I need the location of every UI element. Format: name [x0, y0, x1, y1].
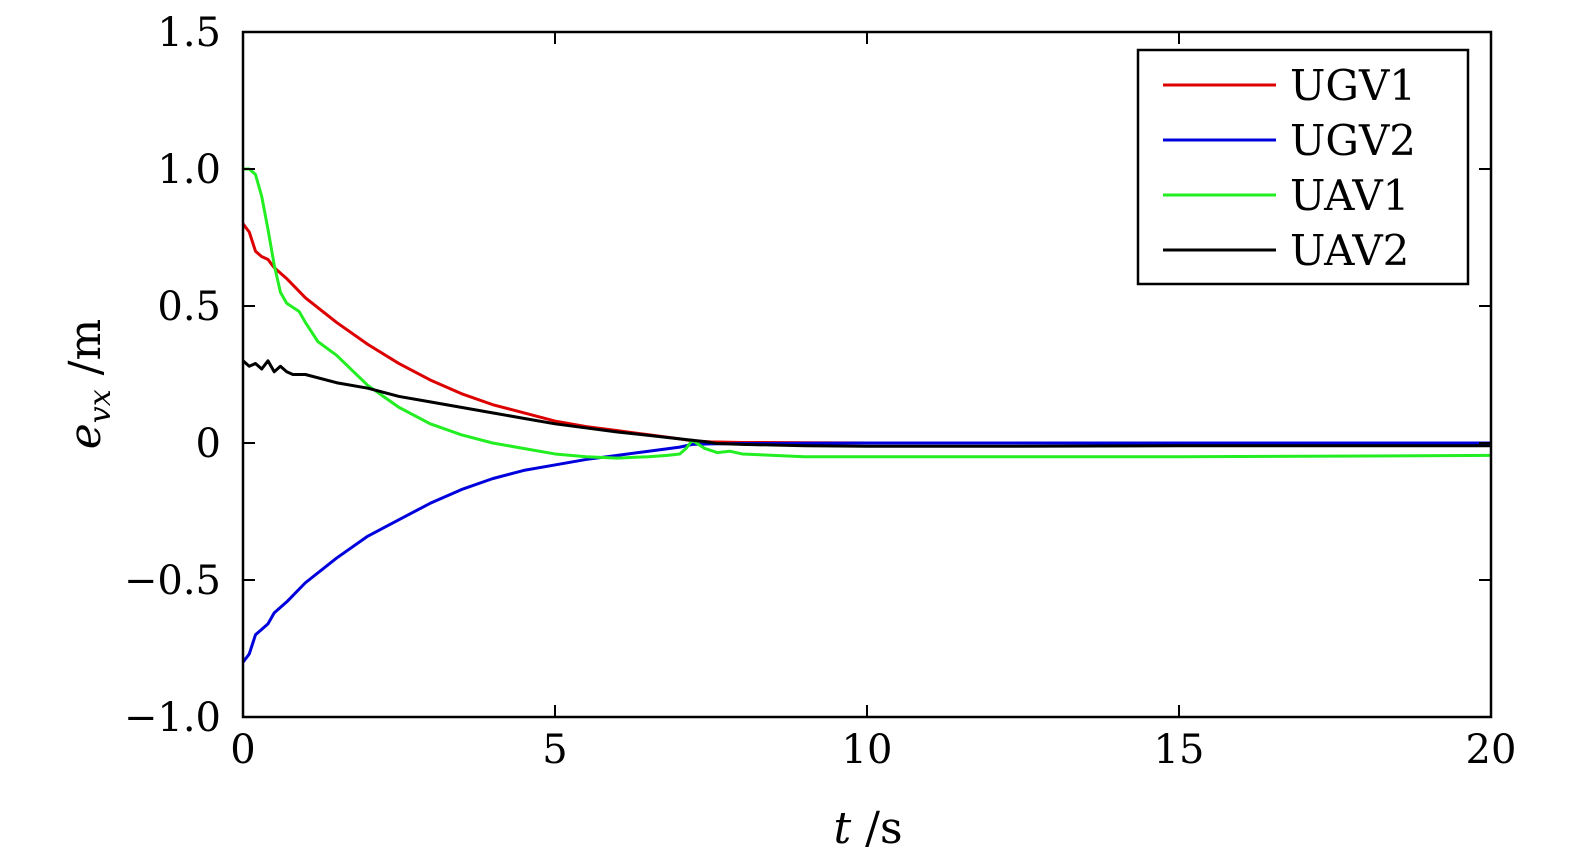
legend-label-ugv1: UGV1	[1290, 61, 1416, 110]
x-tick-label: 20	[1466, 727, 1517, 773]
x-tick-label: 0	[230, 727, 255, 773]
x-axis-label: t /s	[833, 803, 902, 854]
y-tick-label: 1.0	[157, 147, 221, 193]
x-tick-label: 10	[842, 727, 893, 773]
ticks-layer	[242, 31, 1492, 718]
legend-items: UGV1 UGV2 UAV1 UAV2	[1163, 61, 1416, 275]
x-tick-label: 15	[1154, 727, 1205, 773]
legend-label-ugv2: UGV2	[1290, 116, 1416, 165]
y-tick-label: 0.5	[157, 284, 221, 330]
y-tick-label: −0.5	[124, 558, 221, 604]
y-tick-label: 0	[196, 421, 221, 467]
legend: UGV1 UGV2 UAV1 UAV2	[1136, 48, 1470, 286]
y-tick-label: −1.0	[124, 695, 221, 741]
x-tick-label: 5	[542, 727, 567, 773]
series-line-uav2	[242, 359, 1491, 448]
series-line-uav1	[243, 167, 1492, 460]
y-axis-label-text: evx /m	[60, 319, 118, 449]
legend-box	[1136, 48, 1470, 286]
y-tick-label: 1.5	[157, 10, 221, 56]
series-layer	[241, 167, 1492, 664]
legend-label-uav2: UAV2	[1290, 226, 1409, 275]
series-line-ugv2	[241, 441, 1491, 664]
tick-labels-layer: 0 5 10 15 20 −1.0 −0.5 0 0.5 1.0 1.5	[124, 10, 1517, 773]
legend-label-uav1: UAV1	[1290, 171, 1409, 220]
y-axis-label: evx /m	[60, 319, 118, 449]
